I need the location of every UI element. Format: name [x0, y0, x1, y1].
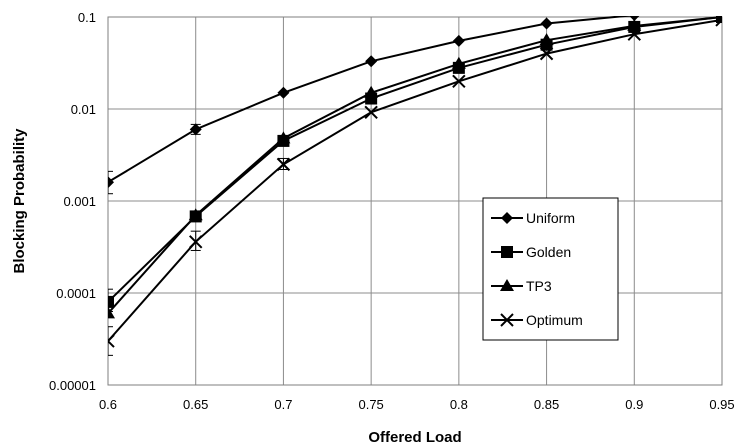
data-point-tp3: [276, 131, 291, 144]
legend-item-tp3: TP3: [491, 278, 552, 294]
data-point-tp3: [627, 18, 642, 31]
x-tick-label: 0.85: [534, 397, 559, 412]
series-layer: [108, 16, 722, 356]
legend-marker-optimum: [500, 313, 514, 327]
series-line-golden: [108, 16, 722, 303]
data-point-optimum: [108, 334, 115, 348]
data-point-uniform: [452, 34, 465, 47]
y-tick-label: 0.00001: [49, 378, 96, 393]
x-tick-label: 0.65: [183, 397, 208, 412]
legend-label: Uniform: [526, 210, 575, 226]
legend: Uniform Golden TP3 Optimum: [482, 197, 619, 341]
x-tick-label: 0.9: [625, 397, 643, 412]
x-axis-title: Offered Load: [368, 429, 461, 445]
y-tick-label: 0.01: [71, 102, 96, 117]
data-point-optimum: [627, 27, 641, 41]
y-tick-label: 0.0001: [56, 286, 96, 301]
series-line-optimum: [108, 18, 722, 342]
plot-area-border: [107, 16, 723, 386]
x-tick-label: 0.95: [709, 397, 734, 412]
series-uniform: [108, 16, 640, 195]
grid-lines: [107, 16, 723, 386]
data-point-tp3: [188, 208, 203, 221]
data-point-optimum: [364, 105, 378, 120]
legend-item-optimum: Optimum: [491, 312, 583, 328]
legend-item-uniform: Uniform: [491, 210, 575, 226]
legend-label: TP3: [526, 278, 552, 294]
x-tick-label: 0.7: [274, 397, 292, 412]
legend-label: Golden: [526, 244, 571, 260]
data-point-optimum: [539, 46, 554, 61]
series-tp3: [108, 16, 722, 319]
legend-item-golden: Golden: [491, 244, 571, 260]
series-line-tp3: [108, 16, 722, 315]
data-point-uniform: [629, 16, 640, 22]
series-optimum: [108, 16, 722, 356]
y-tick-label: 0.1: [78, 10, 96, 25]
x-tick-label: 0.75: [358, 397, 383, 412]
data-point-uniform: [540, 17, 553, 30]
x-tick-label: 0.8: [450, 397, 468, 412]
data-point-tp3: [451, 56, 466, 69]
y-axis-title: Blocking Probability: [11, 128, 28, 274]
data-point-uniform: [365, 55, 378, 68]
data-point-optimum: [189, 235, 203, 249]
legend-marker-tp3: [500, 279, 514, 291]
data-point-tp3: [539, 33, 554, 46]
x-tick-label: 0.6: [99, 397, 117, 412]
legend-marker-uniform: [501, 212, 513, 224]
tick-labels: 0.6 0.65 0.7 0.75 0.8 0.85 0.9 0.95 0.00001 0.000…: [49, 10, 735, 412]
data-point-tp3: [108, 306, 115, 319]
data-point-optimum: [276, 157, 291, 172]
data-point-tp3: [364, 85, 379, 98]
data-point-optimum: [452, 74, 466, 89]
data-point-uniform: [277, 86, 290, 99]
y-tick-label: 0.001: [63, 194, 96, 209]
data-point-golden: [108, 295, 114, 308]
legend-label: Optimum: [526, 312, 583, 328]
legend-marker-golden: [501, 246, 513, 258]
data-point-uniform: [189, 123, 202, 136]
data-point-optimum: [715, 16, 722, 27]
data-point-uniform: [108, 176, 114, 189]
